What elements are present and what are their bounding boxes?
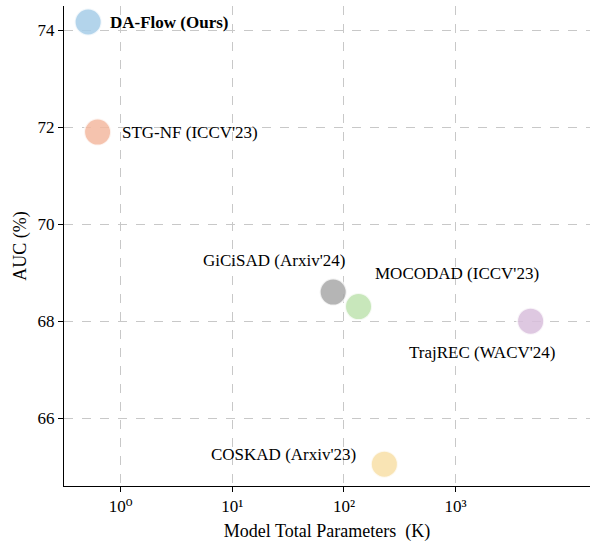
svg-text:68: 68 [38, 312, 55, 331]
svg-text:10⁰: 10⁰ [109, 497, 133, 516]
svg-text:70: 70 [38, 215, 55, 234]
svg-text:GiCiSAD (Arxiv'24): GiCiSAD (Arxiv'24) [203, 251, 345, 270]
svg-text:MOCODAD (ICCV'23): MOCODAD (ICCV'23) [375, 264, 539, 283]
svg-text:10¹: 10¹ [221, 497, 243, 516]
svg-text:74: 74 [38, 21, 56, 40]
svg-text:10²: 10² [333, 497, 355, 516]
svg-text:DA-Flow (Ours): DA-Flow (Ours) [110, 13, 229, 32]
svg-text:TrajREC (WACV'24): TrajREC (WACV'24) [409, 343, 555, 362]
svg-text:Model Total Parameters (K): Model Total Parameters (K) [224, 521, 430, 542]
svg-text:AUC (%): AUC (%) [10, 211, 31, 281]
svg-text:72: 72 [38, 118, 55, 137]
svg-text:COSKAD (Arxiv'23): COSKAD (Arxiv'23) [211, 445, 356, 464]
svg-text:66: 66 [38, 409, 55, 428]
svg-text:10³: 10³ [445, 497, 467, 516]
svg-text:STG-NF (ICCV'23): STG-NF (ICCV'23) [122, 123, 258, 142]
